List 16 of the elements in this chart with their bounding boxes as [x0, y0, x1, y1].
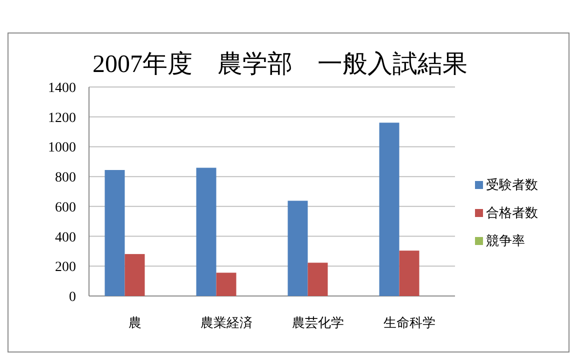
y-tick-label: 600 — [55, 200, 76, 216]
y-tick-label: 1400 — [48, 81, 76, 96]
y-tick-label: 1200 — [48, 110, 76, 126]
x-tick-label: 生命科学 — [383, 315, 436, 330]
y-tick-label: 400 — [55, 230, 76, 246]
x-tick-label: 農芸化学 — [292, 315, 344, 330]
y-tick-label: 0 — [69, 290, 76, 305]
legend-label: 合格者数 — [486, 205, 538, 220]
x-tick-label: 農業経済 — [200, 315, 252, 330]
y-tick-label: 800 — [55, 170, 76, 186]
legend-label: 受験者数 — [486, 177, 538, 192]
chart-title: 2007年度 農学部 一般入試結果 — [92, 50, 468, 78]
y-tick-label: 200 — [55, 260, 76, 276]
y-tick-label: 1000 — [48, 140, 76, 156]
x-tick-label: 農 — [128, 315, 142, 330]
legend-label: 競争率 — [486, 233, 525, 248]
